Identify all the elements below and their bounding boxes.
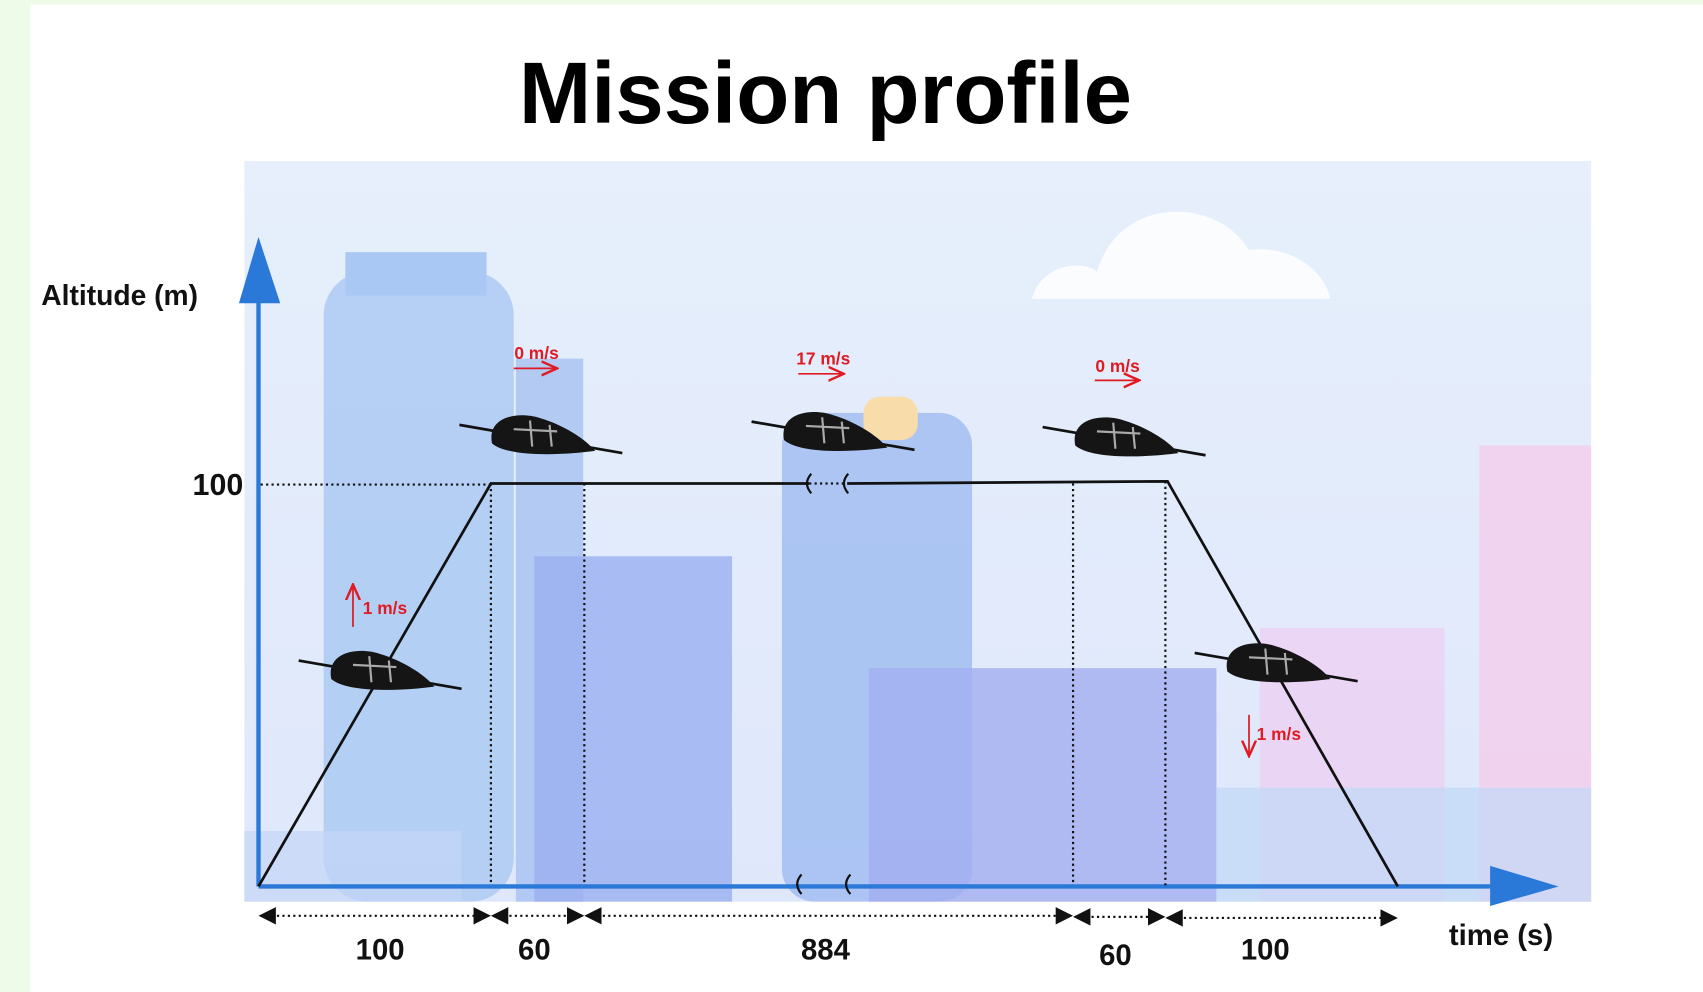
city-background (244, 161, 1591, 902)
duration-label: 60 (518, 933, 551, 966)
duration-label: 884 (801, 933, 851, 966)
diagram: Mission profile Altitude (m) 100 time (s… (0, 0, 1703, 992)
y-axis-label: Altitude (m) (41, 279, 198, 311)
page: Mission profile Altitude (m) 100 time (s… (0, 0, 1703, 992)
duration-label: 60 (1099, 939, 1132, 972)
x-axis-label: time (s) (1449, 919, 1553, 952)
speed-label: 0 m/s (514, 343, 558, 363)
duration-label: 100 (1241, 933, 1290, 966)
speed-label: 1 m/s (363, 598, 407, 618)
speed-label: 0 m/s (1095, 356, 1139, 376)
y-tick-label: 100 (193, 468, 244, 502)
title: Mission profile (519, 45, 1132, 142)
duration-label: 100 (356, 933, 405, 966)
speed-label: 1 m/s (1257, 724, 1301, 744)
speed-label: 17 m/s (796, 348, 850, 368)
